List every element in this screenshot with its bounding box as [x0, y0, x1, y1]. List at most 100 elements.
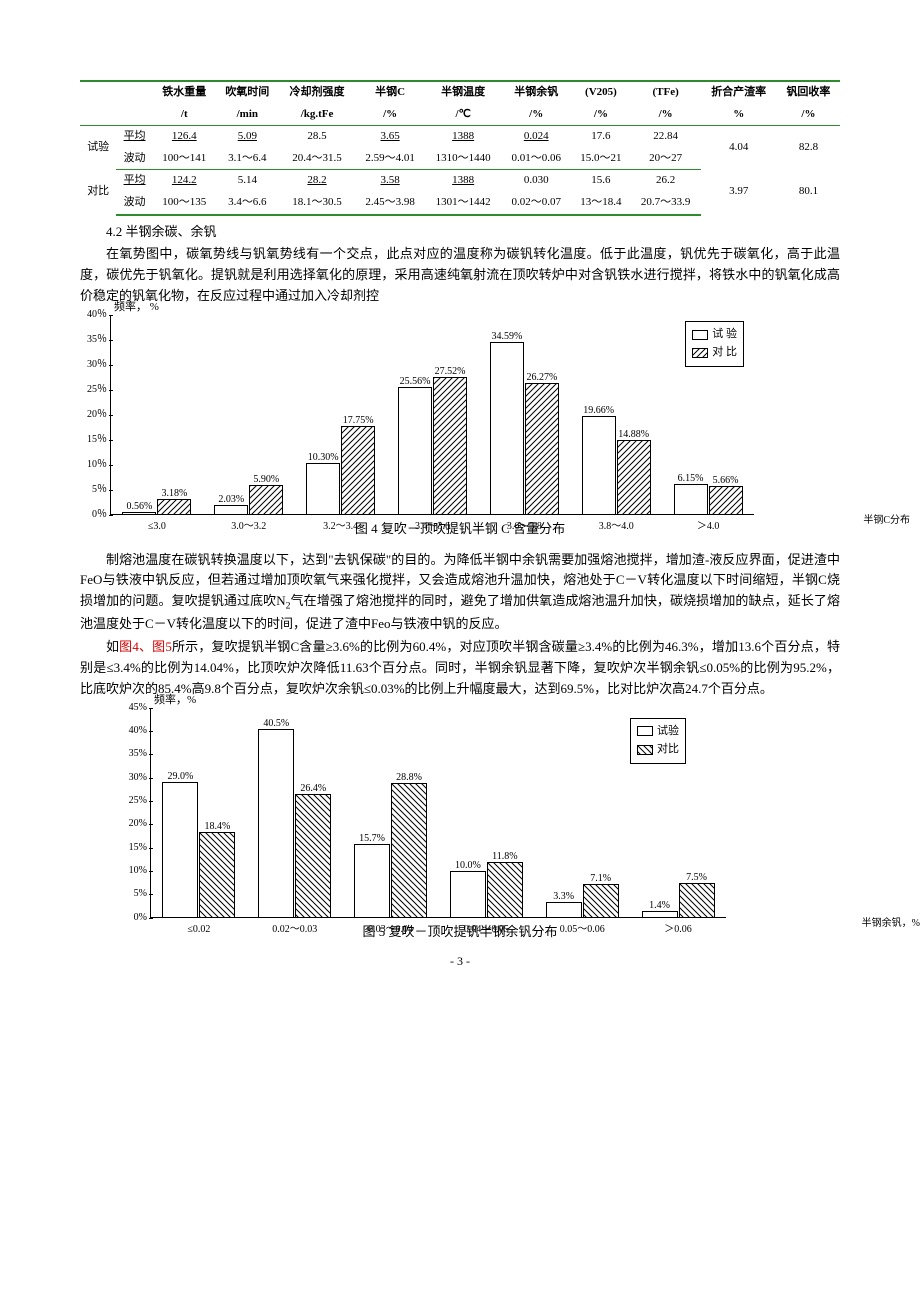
cell: 26.2: [631, 170, 701, 192]
bar-group: 0.56%3.18%: [111, 499, 203, 515]
y-tick: 40％: [67, 307, 107, 323]
col-u: /%: [355, 104, 425, 126]
cell: 124.2: [153, 170, 216, 192]
y-axis-label: 频率， %: [114, 299, 159, 317]
col-h: 冷却剂强度: [279, 81, 355, 104]
bar: 26.27%: [525, 383, 559, 514]
y-tick: 5％: [67, 482, 107, 498]
bar-value-label: 19.66%: [583, 403, 614, 419]
bar-value-label: 27.52%: [435, 364, 466, 380]
bar-value-label: 15.7%: [359, 831, 385, 847]
bar: 17.75%: [341, 426, 375, 515]
bar-value-label: 6.15%: [678, 471, 704, 487]
bar-value-label: 25.56%: [400, 374, 431, 390]
group-label: 试验: [80, 126, 116, 170]
legend: 试验对比: [630, 718, 686, 764]
x-axis-label: 半钢C分布: [863, 513, 910, 529]
cell: 4.04: [701, 126, 777, 170]
y-tick: 40%: [107, 723, 147, 739]
x-category-label: ＞0.06: [630, 918, 726, 938]
bar-value-label: 40.5%: [263, 716, 289, 732]
bar-value-label: 11.8%: [492, 849, 517, 865]
x-category-label: 3.8～4.0: [570, 515, 662, 535]
x-category-label: 0.02～0.03: [247, 918, 343, 938]
bar: 11.8%: [487, 862, 523, 917]
row-label: 平均: [116, 126, 152, 148]
bar-value-label: 10.0%: [455, 858, 481, 874]
cell: 3.97: [701, 170, 777, 215]
y-tick: 25%: [107, 793, 147, 809]
bar: 3.3%: [546, 902, 582, 917]
bar-value-label: 2.03%: [218, 492, 244, 508]
cell: 18.1～30.5: [279, 192, 355, 215]
legend-item: 对比: [637, 741, 679, 759]
cell: 3.58: [355, 170, 425, 192]
x-category-label: 3.6～3.8: [478, 515, 570, 535]
bar-value-label: 5.90%: [253, 472, 279, 488]
x-category-label: 3.0～3.2: [203, 515, 295, 535]
bar-value-label: 3.3%: [553, 889, 574, 905]
table-unit-row: /t /min /kg.tFe /% /℃ /% /% /% % /%: [80, 104, 840, 126]
cell: 13～18.4: [571, 192, 631, 215]
col-h: 半钢C: [355, 81, 425, 104]
cell: 15.0～21: [571, 148, 631, 170]
legend-swatch: [637, 745, 653, 755]
chart-4: 频率， % 0％5％10％15％20％25％30％35％40％0.56%3.18…: [110, 315, 840, 515]
cell: 3.4～6.6: [216, 192, 279, 215]
bar: 3.18%: [157, 499, 191, 515]
y-tick: 20％: [67, 407, 107, 423]
y-tick: 5%: [107, 886, 147, 902]
cell: 0.030: [501, 170, 571, 192]
bar-group: 2.03% 5.90%: [203, 485, 295, 515]
row-label: 波动: [116, 148, 152, 170]
text: 所示，复吹提钒半钢C含量≥3.6%的比例为60.4%，对应顶吹半钢含碳量≥3.4…: [80, 639, 840, 696]
y-tick: 0%: [107, 910, 147, 926]
y-tick: 20%: [107, 816, 147, 832]
bar-value-label: 26.27%: [526, 370, 557, 386]
col-u: /%: [777, 104, 840, 126]
bar-group: 10.30%17.75%: [295, 426, 387, 515]
bar: 26.4%: [295, 794, 331, 917]
cell: 22.84: [631, 126, 701, 148]
group-label: 对比: [80, 170, 116, 215]
bar-group: 6.15%5.66%: [662, 484, 754, 515]
col-h: 半钢余钒: [501, 81, 571, 104]
col-u: /min: [216, 104, 279, 126]
x-category-label: ≤0.02: [151, 918, 247, 938]
cell: 1388: [425, 126, 501, 148]
bar-value-label: 18.4%: [204, 819, 230, 835]
bar: 7.5%: [679, 883, 715, 918]
bar-group: 1.4%7.5%: [630, 883, 726, 918]
bar: 14.88%: [617, 440, 651, 514]
col-u: /kg.tFe: [279, 104, 355, 126]
bar: 18.4%: [199, 832, 235, 918]
col-h: (TFe): [631, 81, 701, 104]
legend-label: 对 比: [712, 344, 737, 362]
col-h: 钒回收率: [777, 81, 840, 104]
x-category-label: ＞4.0: [662, 515, 754, 535]
legend-item: 试验: [637, 723, 679, 741]
bar: 40.5%: [258, 729, 294, 918]
bar: 27.52%: [433, 377, 467, 515]
bar-value-label: 7.1%: [590, 871, 611, 887]
bar: 5.90%: [249, 485, 283, 515]
cell: 82.8: [777, 126, 840, 170]
legend-label: 对比: [657, 741, 679, 759]
table-row: 试验 平均 126.4 5.09 28.5 3.65 1388 0.024 17…: [80, 126, 840, 148]
bar-group: 10.0%11.8%: [438, 862, 534, 917]
y-tick: 35％: [67, 332, 107, 348]
bar-group: 19.66%14.88%: [570, 416, 662, 514]
bar: 7.1%: [583, 884, 619, 917]
cell: 20～27: [631, 148, 701, 170]
x-category-label: 0.03～0.04: [343, 918, 439, 938]
chart-5-area: 0%5%10%15%20%25%30%35%40%45%29.0%18.4%40…: [150, 708, 726, 918]
col-u: /%: [501, 104, 571, 126]
x-category-label: 3.2～3.4: [295, 515, 387, 535]
bar: 34.59%: [490, 342, 524, 515]
chart-5: 频率，% 0%5%10%15%20%25%30%35%40%45%29.0%18…: [150, 708, 840, 918]
col-h: 折合产渣率: [701, 81, 777, 104]
legend-label: 试 验: [712, 326, 737, 344]
bar-value-label: 28.8%: [396, 770, 422, 786]
cell: 126.4: [153, 126, 216, 148]
bar-value-label: 17.75%: [343, 413, 374, 429]
